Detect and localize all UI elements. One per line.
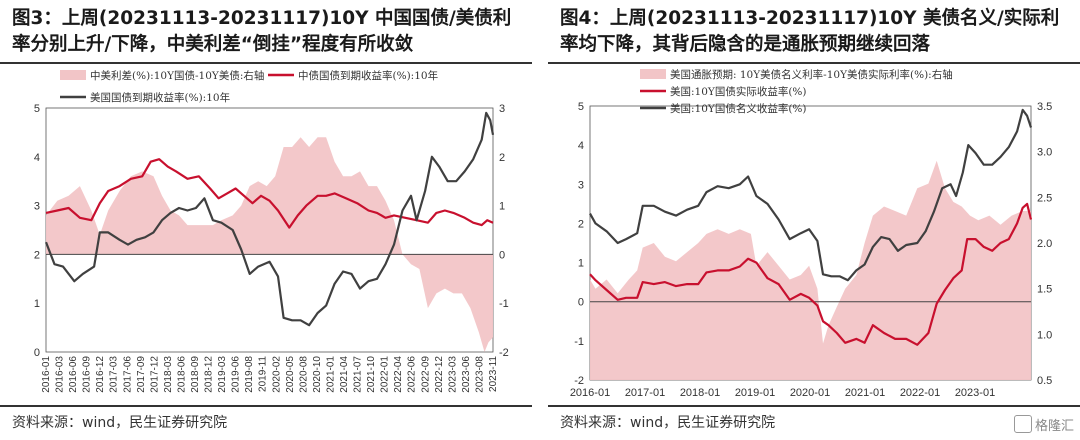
left-y-tick-label: 0 <box>578 297 584 309</box>
right-y-tick-label: 2.0 <box>1037 238 1052 250</box>
chart-panel-figure-4: 图4：上周(20231113-20231117)10Y 美债名义/实际利率均下降… <box>548 0 1080 440</box>
left-y-tick-label: 5 <box>34 103 40 115</box>
watermark: 格隆汇 <box>1013 415 1074 434</box>
legend-label: 中美利差(%):10Y国债-10Y美债:右轴 <box>90 69 264 82</box>
right-y-tick-label: -2 <box>499 347 509 359</box>
chart-figure-4: -2 -1 0 1 2 3 4 5 0.5 1.0 1.5 2.0 2.5 3.0 3.5 2016-01 20… <box>570 68 1052 399</box>
x-tick-label: 2016-06 <box>68 356 79 393</box>
x-tick-label: 2020-01 <box>790 387 830 399</box>
right-y-tick-label: 1.5 <box>1037 284 1052 296</box>
x-tick-label: 2020-02 <box>271 356 282 393</box>
x-tick-label: 2019-01 <box>735 387 775 399</box>
right-y-tick-label: 3 <box>499 103 505 115</box>
x-tick-label: 2019-11 <box>258 356 269 392</box>
chart-title: 图4：上周(20231113-20231117)10Y 美债名义/实际利率均下降… <box>560 8 1060 55</box>
x-tick-label: 2020-08 <box>298 356 309 393</box>
area-series <box>46 137 493 352</box>
left-y-tick-label: 4 <box>34 152 40 164</box>
left-y-tick-label: 2 <box>34 249 40 261</box>
x-tick-label: 2019-03 <box>217 356 228 393</box>
title-divider <box>0 62 532 64</box>
left-y-tick-label: 1 <box>34 298 40 310</box>
dark-series-line <box>589 108 1033 282</box>
legend-label: 中债国债到期收益率(%):10年 <box>298 69 438 82</box>
x-tick-label: 2016-12 <box>95 356 106 393</box>
left-y-tick-label: 3 <box>578 179 584 191</box>
legend-swatch-area <box>60 70 86 80</box>
watermark-logo-icon <box>1013 415 1032 433</box>
left-y-tick-label: 3 <box>34 201 40 213</box>
x-tick-label: 2018-12 <box>204 356 215 393</box>
x-tick-label: 2016-01 <box>41 356 52 393</box>
x-tick-label: 2017-06 <box>122 356 133 393</box>
x-tick-label: 2016-09 <box>82 356 93 393</box>
x-tick-label: 2020-10 <box>312 356 323 393</box>
legend-label: 美国通胀预期: 10Y美债名义利率-10Y美债实际利率(%):右轴 <box>670 68 953 81</box>
x-tick-label: 2017-12 <box>149 356 160 393</box>
red-series-line <box>589 202 1033 346</box>
x-tick-label: 2018-03 <box>163 356 174 393</box>
right-y-tick-label: 3.0 <box>1037 147 1052 159</box>
x-tick-label: 2021-04 <box>339 356 350 393</box>
right-y-tick-label: 2.5 <box>1037 192 1052 204</box>
legend-swatch-area <box>640 69 666 79</box>
x-tick-label: 2021-01 <box>845 387 885 399</box>
x-tick-label: 2023-03 <box>447 356 458 393</box>
dark-series-line <box>44 111 495 327</box>
x-tick-label: 2016-01 <box>570 387 610 399</box>
x-tick-label: 2018-01 <box>680 387 720 399</box>
x-tick-label: 2019-06 <box>231 356 242 393</box>
chart-source: 资料来源：wind，民生证券研究院 <box>560 415 776 431</box>
chart-title: 图3：上周(20231113-20231117)10Y 中国国债/美债利率分别上… <box>12 8 512 55</box>
x-tick-label: 2016-03 <box>55 356 66 393</box>
area-series <box>590 160 1031 380</box>
left-y-tick-label: 2 <box>578 218 584 230</box>
left-y-tick-label: -2 <box>574 375 584 387</box>
x-tick-label: 2018-09 <box>190 356 201 393</box>
left-y-tick-label: 4 <box>578 140 584 152</box>
right-y-tick-label: 3.5 <box>1037 101 1052 113</box>
right-y-tick-label: 1 <box>499 201 505 213</box>
x-tick-label: 2017-09 <box>136 356 147 393</box>
left-y-tick-label: 1 <box>578 258 584 270</box>
right-y-tick-label: 1.0 <box>1037 329 1052 341</box>
red-series-line <box>45 158 494 229</box>
right-y-tick-label: 0 <box>499 249 505 261</box>
title-divider <box>548 62 1080 64</box>
footer-divider <box>0 405 532 407</box>
footer-divider <box>548 405 1080 407</box>
left-y-tick-label: 5 <box>578 101 584 113</box>
x-tick-label: 2022-01 <box>900 387 940 399</box>
legend-label: 美国国债到期收益率(%):10年 <box>90 91 230 104</box>
watermark-text: 格隆汇 <box>1034 419 1074 434</box>
legend-label: 美国:10Y国债实际收益率(%) <box>670 85 807 98</box>
right-y-tick-label: 0.5 <box>1037 375 1052 387</box>
x-tick-label: 2022-09 <box>420 356 431 393</box>
x-tick-label: 2021-10 <box>366 356 377 393</box>
x-tick-label: 2023-01 <box>955 387 995 399</box>
x-tick-label: 2022-12 <box>434 356 445 393</box>
chart-panel-figure-3: 图3：上周(20231113-20231117)10Y 中国国债/美债利率分别上… <box>0 0 532 440</box>
x-tick-label: 2023-06 <box>461 356 472 393</box>
right-y-tick-label: 2 <box>499 152 505 164</box>
left-y-tick-label: 0 <box>34 347 40 359</box>
left-y-tick-label: -1 <box>574 336 584 348</box>
x-tick-label: 2021-07 <box>353 356 364 393</box>
x-tick-label: 2022-06 <box>407 356 418 393</box>
x-tick-label: 2022-01 <box>380 356 391 393</box>
chart-source: 资料来源：wind，民生证券研究院 <box>12 415 228 431</box>
right-y-tick-label: -1 <box>499 298 509 310</box>
x-tick-label: 2022-04 <box>393 356 404 393</box>
x-tick-label: 2017-03 <box>109 356 120 393</box>
x-tick-label: 2020-05 <box>285 356 296 393</box>
x-tick-label: 2023-08 <box>474 356 485 393</box>
x-tick-label: 2023-11 <box>488 356 499 392</box>
x-tick-label: 2018-06 <box>176 356 187 393</box>
x-tick-label: 2021-01 <box>325 356 336 393</box>
x-tick-label: 2019-08 <box>244 356 255 393</box>
x-tick-label: 2017-01 <box>625 387 665 399</box>
legend-label: 美国:10Y国债名义收益率(%) <box>670 102 807 115</box>
